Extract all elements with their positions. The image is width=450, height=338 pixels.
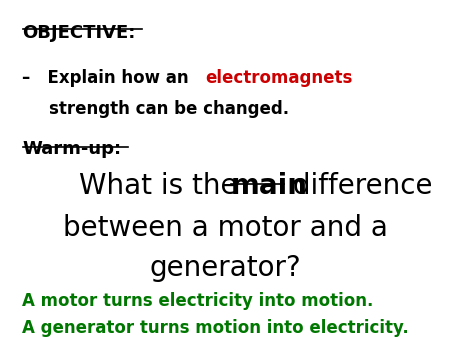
Text: Warm-up:: Warm-up:	[22, 140, 122, 158]
Text: –   Explain how an: – Explain how an	[22, 69, 195, 87]
Text: What is the: What is the	[79, 172, 246, 200]
Text: main: main	[231, 172, 308, 200]
Text: difference: difference	[284, 172, 433, 200]
Text: generator?: generator?	[149, 254, 301, 282]
Text: strength can be changed.: strength can be changed.	[49, 100, 289, 118]
Text: A motor turns electricity into motion.: A motor turns electricity into motion.	[22, 292, 374, 310]
Text: electromagnets: electromagnets	[205, 69, 352, 87]
Text: between a motor and a: between a motor and a	[63, 214, 387, 242]
Text: OBJECTIVE:: OBJECTIVE:	[22, 24, 136, 42]
Text: A generator turns motion into electricity.: A generator turns motion into electricit…	[22, 319, 409, 337]
